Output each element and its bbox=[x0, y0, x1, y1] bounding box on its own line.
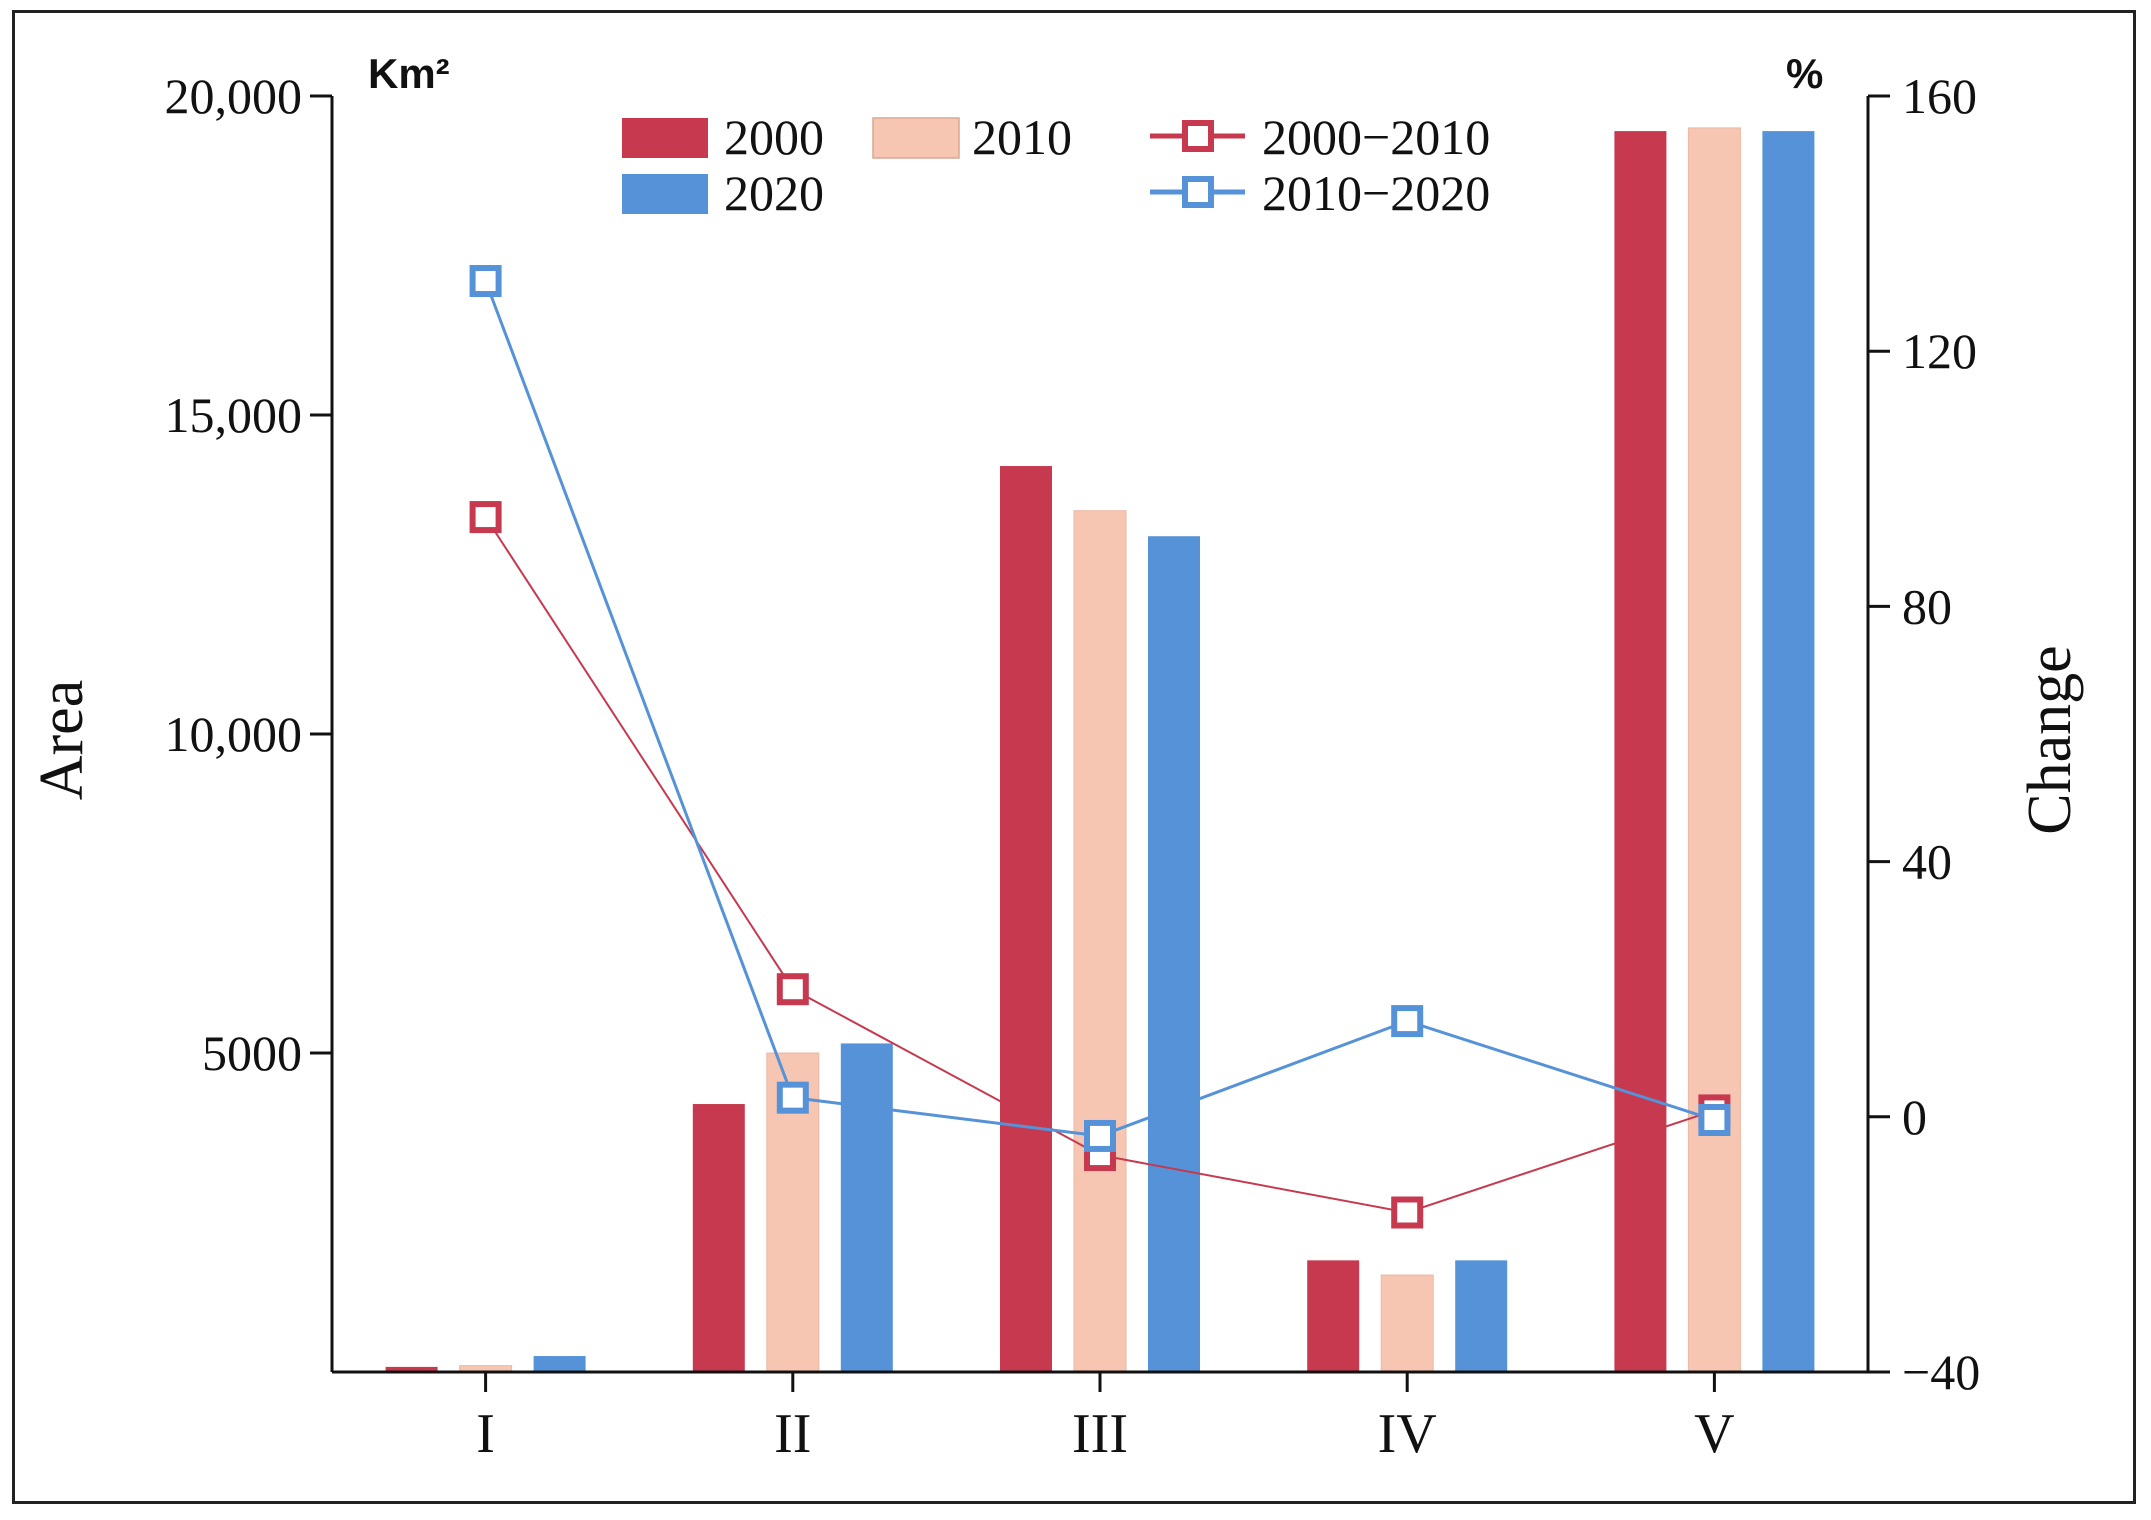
marker-2010-2020-IV bbox=[1391, 1005, 1424, 1038]
bar-2000-IV bbox=[1307, 1260, 1360, 1372]
y-left-tick-label: 10,000 bbox=[165, 706, 303, 762]
y-left-unit-label: Km² bbox=[368, 50, 450, 97]
y-right-tick-label: 0 bbox=[1902, 1089, 1927, 1145]
legend-swatch-2000 bbox=[622, 118, 708, 158]
marker-2000-2010-I bbox=[469, 501, 502, 534]
bar-2020-IV bbox=[1455, 1260, 1508, 1372]
legend-label-2020: 2020 bbox=[724, 165, 824, 221]
y-right-tick-label: 40 bbox=[1902, 834, 1952, 890]
legend: 2000 2010 2020 2000−2010 2010−2020 bbox=[622, 109, 1490, 221]
lines-layer bbox=[469, 265, 1731, 1229]
marker-2010-2020-V bbox=[1698, 1103, 1731, 1136]
x-tick-label: III bbox=[1072, 1403, 1128, 1465]
bar-2020-II bbox=[840, 1043, 893, 1372]
bar-2000-II bbox=[692, 1104, 745, 1372]
bar-2010-II bbox=[766, 1052, 820, 1373]
x-tick-label: IV bbox=[1378, 1403, 1437, 1465]
legend-marker-2000-2010 bbox=[1182, 120, 1214, 152]
bar-2020-III bbox=[1148, 536, 1200, 1372]
x-tick-label: V bbox=[1694, 1403, 1734, 1465]
marker-2000-2010-II bbox=[776, 973, 809, 1006]
bar-2010-V bbox=[1687, 127, 1741, 1373]
bar-2010-IV bbox=[1380, 1274, 1434, 1373]
bar-2010-III bbox=[1073, 510, 1127, 1373]
legend-swatch-2020 bbox=[622, 174, 708, 214]
x-tick-label: I bbox=[476, 1403, 495, 1465]
legend-label-2010: 2010 bbox=[972, 109, 1072, 165]
marker-2010-2020-I bbox=[469, 265, 502, 298]
marker-2010-2020-III bbox=[1084, 1119, 1116, 1152]
y-left-tick-label: 20,000 bbox=[165, 68, 303, 124]
y-right-tick-label: 160 bbox=[1902, 68, 1977, 124]
y-right-tick-label: 80 bbox=[1902, 578, 1952, 634]
bar-2000-V bbox=[1614, 131, 1667, 1373]
y-left-tick-label: 15,000 bbox=[165, 387, 303, 443]
legend-label-2000-2010: 2000−2010 bbox=[1262, 109, 1490, 165]
marker-2010-2020-II bbox=[776, 1081, 809, 1114]
bars-layer bbox=[385, 127, 1815, 1373]
bar-2020-I bbox=[533, 1356, 586, 1372]
legend-label-2010-2020: 2010−2020 bbox=[1262, 165, 1490, 221]
legend-marker-2010-2020 bbox=[1182, 176, 1214, 208]
legend-label-2000: 2000 bbox=[724, 109, 824, 165]
y-left-axis-title: Area bbox=[28, 680, 96, 800]
y-right-tick-label: −40 bbox=[1902, 1344, 1980, 1400]
legend-swatch-2010 bbox=[872, 117, 960, 159]
bar-2020-V bbox=[1762, 131, 1815, 1373]
y-right-tick-label: 120 bbox=[1902, 323, 1977, 379]
y-right-unit-label: % bbox=[1786, 50, 1823, 97]
y-left-tick-label: 5000 bbox=[202, 1025, 302, 1081]
bar-2000-I bbox=[385, 1366, 438, 1372]
y-right-axis-title: Change bbox=[2016, 645, 2084, 834]
bar-2000-III bbox=[1000, 466, 1052, 1372]
x-tick-label: II bbox=[774, 1403, 811, 1465]
marker-2000-2010-IV bbox=[1391, 1196, 1424, 1229]
